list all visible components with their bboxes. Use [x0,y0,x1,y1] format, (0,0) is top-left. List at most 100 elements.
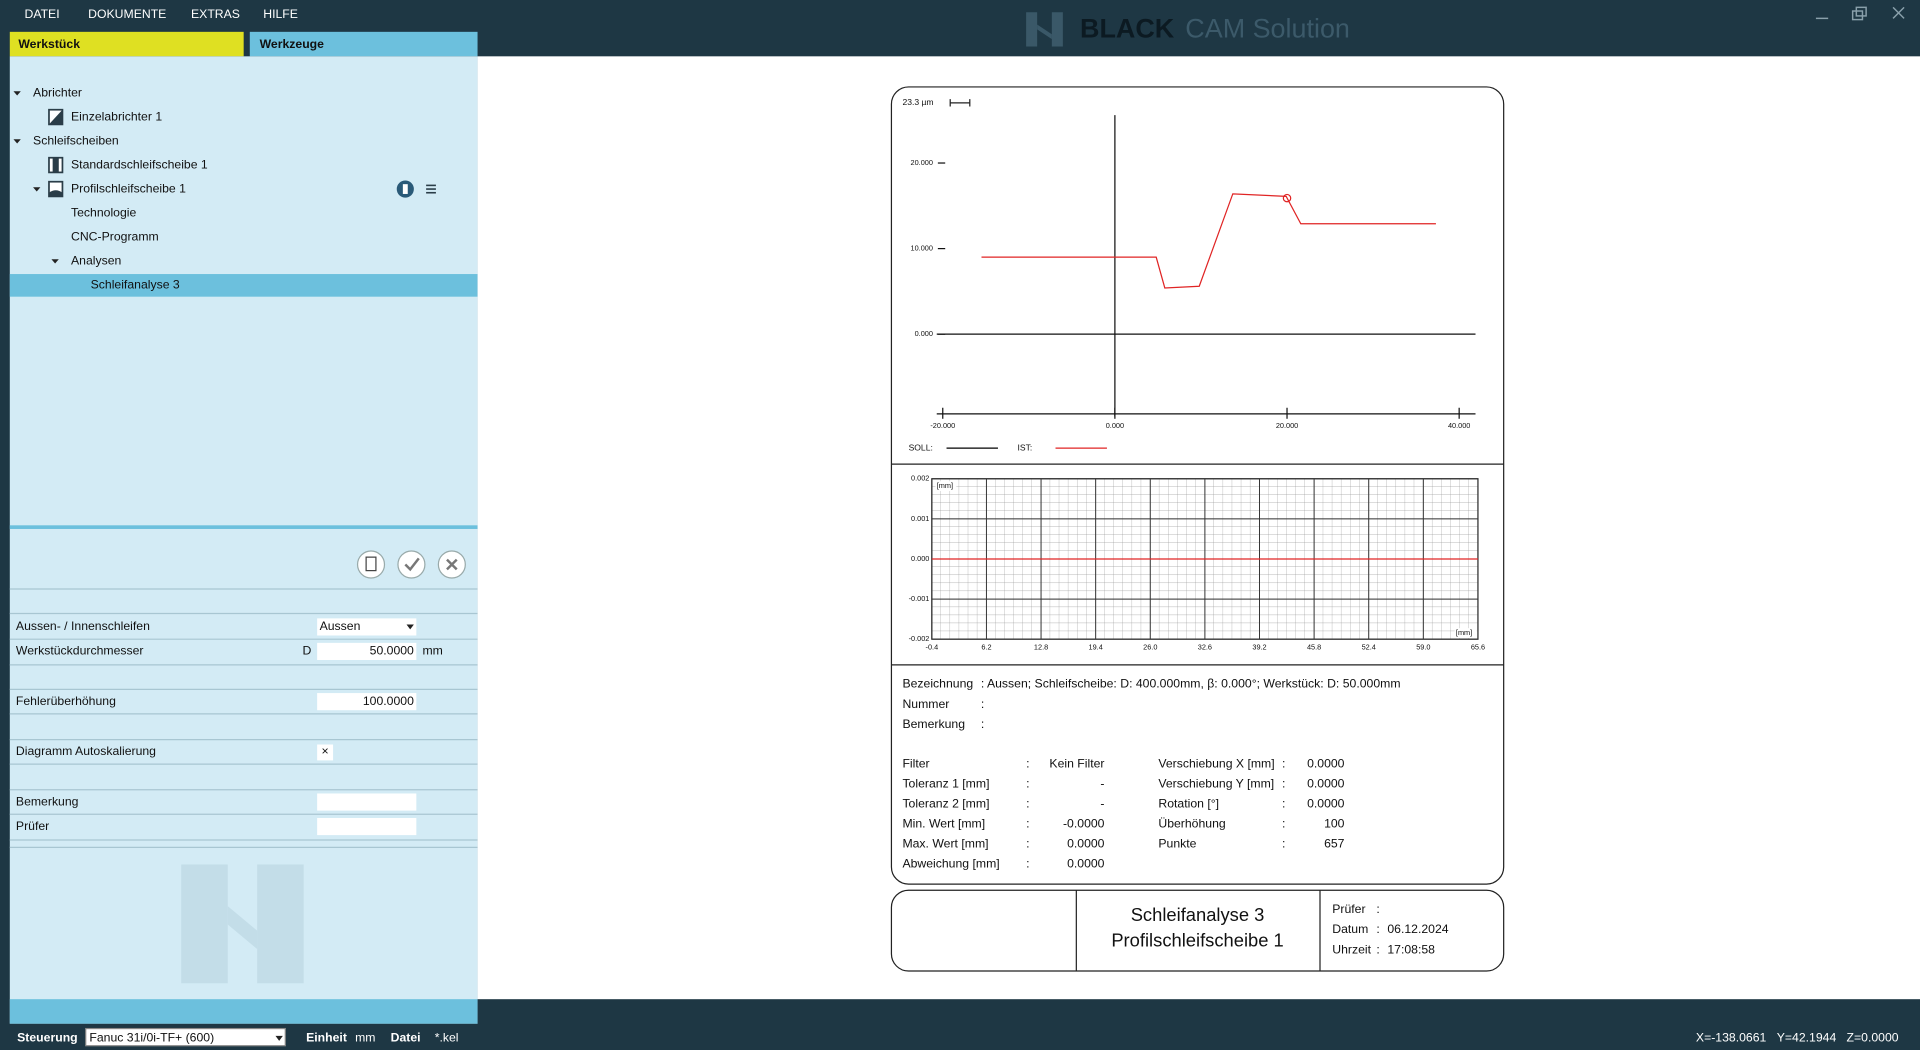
tree-icon [49,158,62,173]
menu-item[interactable]: DOKUMENTE [88,7,166,21]
status-label: Einheit [306,1031,347,1045]
x-tick-label: 26.0 [1143,643,1157,652]
form-buttons [358,551,466,578]
menu-item[interactable]: DATEI [24,7,59,21]
calculator-button[interactable] [358,551,385,578]
info-label: Punkte [1158,837,1196,851]
info-value: Aussen; Schleifscheibe: D: 400.000mm, β:… [987,677,1401,691]
input-value[interactable]: 100.0000 [363,694,414,708]
scale-label: 23.3 µm [902,97,933,107]
info-value: 0.0000 [1307,776,1345,790]
info-sep: : [1026,776,1029,790]
panel-footer [10,999,478,1023]
tab[interactable]: Werkzeuge [260,37,325,51]
y-tick-label: -0.001 [909,594,930,603]
info-value: 657 [1324,837,1345,851]
tree-item[interactable]: Einzelabrichter 1 [71,109,162,123]
tree-item[interactable]: Profilschleifscheibe 1 [71,181,186,195]
tab[interactable]: Werkstück [18,37,80,51]
y-tick-label: 0.000 [915,329,933,338]
info-sep: : [1026,817,1029,831]
form-label: Diagramm Autoskalierung [16,744,156,758]
field-sep: : [1376,922,1379,936]
x-tick-label: 32.6 [1198,643,1212,652]
status-label: Datei [391,1031,421,1045]
info-sep: : [981,677,984,691]
brand-light: CAM Solution [1185,14,1350,44]
wheel-action-icon [403,184,408,194]
tree-item[interactable]: CNC-Programm [71,229,159,243]
tree-item[interactable]: Schleifscheiben [33,133,119,147]
status-value: *.kel [435,1031,459,1045]
info-label: Überhöhung [1158,817,1226,831]
tree-item[interactable]: Technologie [71,205,136,219]
info-sep: : [1026,756,1029,770]
tree-icon [49,110,62,125]
y-tick-label: -0.002 [909,634,930,643]
info-label: Verschiebung X [mm] [1158,756,1274,770]
info-sep: : [1282,837,1285,851]
field-sep: : [1376,942,1379,956]
menu-item[interactable]: EXTRAS [191,7,240,21]
control-value[interactable]: Fanuc 31i/0i-TF+ (600) [89,1031,214,1045]
info-sep: : [1282,756,1285,770]
report-title: Schleifanalyse 3 [1131,904,1265,925]
y-tick-label: 10.000 [911,244,933,253]
info-sep: : [1282,817,1285,831]
tree-icon [49,182,62,197]
form-label: Bemerkung [16,794,79,808]
select-value[interactable]: Aussen [320,619,361,633]
info-sep: : [1282,776,1285,790]
info-value: 0.0000 [1307,756,1345,770]
y-tick-label: 20.000 [911,158,933,167]
info-value: - [1100,776,1104,790]
coordinate: X=-138.0661 [1696,1031,1767,1045]
input-field[interactable] [317,818,416,835]
menu-item[interactable]: HILFE [263,7,298,21]
info-sep: : [1026,796,1029,810]
legend-label: IST: [1018,442,1033,452]
status-value: mm [355,1031,375,1045]
info-value: -0.0000 [1063,817,1105,831]
form-label: Aussen- / Innenschleifen [16,619,150,633]
status-label: Steuerung [17,1031,77,1045]
tree-item[interactable]: Abrichter [33,85,82,99]
y-tick-label: 0.002 [911,474,929,483]
tree-item[interactable]: Analysen [71,253,122,267]
coordinate: Y=42.1944 [1777,1031,1837,1045]
info-sep: : [1026,857,1029,871]
field-value: 17:08:58 [1387,942,1435,956]
x-tick-label: 19.4 [1089,643,1103,652]
icon-shape [53,158,59,173]
ok-button[interactable] [398,551,425,578]
tree-item[interactable]: Standardschleifscheibe 1 [71,157,208,171]
info-label: Toleranz 2 [mm] [902,796,989,810]
coordinate: Z=0.0000 [1847,1031,1899,1045]
input-field[interactable] [317,793,416,810]
info-label: Verschiebung Y [mm] [1158,776,1274,790]
info-value: 0.0000 [1067,837,1105,851]
info-sep: : [981,717,984,731]
deviation-chart: -0.46.212.819.426.032.639.245.852.459.06… [909,474,1485,652]
x-tick-label: 52.4 [1362,643,1376,652]
form-label: Werkstückdurchmesser [16,644,144,658]
y-tick-label: 0.001 [911,514,929,523]
checkbox-mark: × [322,744,329,758]
tree-item[interactable]: Schleifanalyse 3 [91,277,180,291]
field-label: Datum [1332,922,1368,936]
input-value[interactable]: 50.0000 [370,644,414,658]
info-sep: : [1026,837,1029,851]
x-tick-label: 40.000 [1448,421,1470,430]
info-value: 100 [1324,817,1345,831]
field-label: Uhrzeit [1332,942,1371,956]
info-sep: : [981,697,984,711]
info-label: Bezeichnung [902,677,973,691]
x-unit: [mm] [1456,628,1472,637]
splitter [10,525,478,529]
brand-strong: BLACK [1080,14,1175,44]
form-label: Prüfer [16,819,49,833]
field-value: 06.12.2024 [1387,922,1448,936]
info-label: Filter [902,756,929,770]
